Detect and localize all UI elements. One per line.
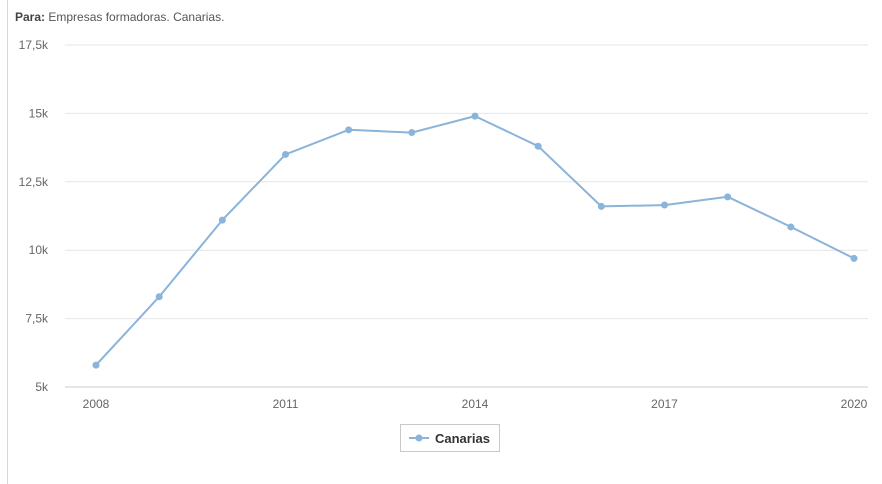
data-point-2008 bbox=[92, 361, 100, 369]
y-tick-label-1: 7,5k bbox=[25, 312, 49, 326]
chart-subtitle: Para: Empresas formadoras. Canarias. bbox=[15, 10, 224, 24]
legend-label-canarias: Canarias bbox=[435, 430, 490, 446]
x-tick-label-4: 2020 bbox=[841, 397, 868, 411]
data-point-2019 bbox=[787, 223, 795, 231]
data-point-2014 bbox=[471, 112, 479, 120]
y-tick-label-4: 15k bbox=[29, 106, 49, 120]
x-tick-label-0: 2008 bbox=[83, 397, 110, 411]
data-point-2015 bbox=[534, 142, 542, 150]
x-tick-label-3: 2017 bbox=[651, 397, 678, 411]
data-point-2012 bbox=[345, 126, 353, 134]
subtitle-text: Empresas formadoras. Canarias. bbox=[48, 10, 225, 24]
left-border bbox=[7, 0, 8, 484]
data-point-2016 bbox=[597, 202, 605, 210]
series-line-0 bbox=[95, 115, 855, 366]
y-tick-label-5: 17,5k bbox=[19, 38, 49, 52]
legend[interactable]: Canarias bbox=[400, 424, 500, 452]
data-point-2020 bbox=[850, 254, 858, 262]
data-point-2018 bbox=[724, 193, 732, 201]
data-point-2009 bbox=[155, 293, 163, 301]
line-chart: 5k 7,5k 10k 12,5k 15k 17,5k 2008 2011 2014 2017 20… bbox=[19, 38, 868, 411]
subtitle-prefix: Para: bbox=[15, 10, 46, 24]
x-tick-label-2: 2014 bbox=[462, 397, 489, 411]
data-point-2013 bbox=[408, 129, 416, 137]
x-tick-label-1: 2011 bbox=[273, 397, 299, 411]
y-tick-label-2: 10k bbox=[29, 243, 49, 257]
y-tick-label-3: 12,5k bbox=[19, 175, 49, 189]
data-point-2017 bbox=[661, 201, 668, 209]
data-point-2010 bbox=[218, 216, 226, 224]
y-tick-label-0: 5k bbox=[35, 380, 49, 394]
data-point-2011 bbox=[282, 150, 289, 158]
legend-line-marker-icon bbox=[409, 434, 429, 442]
